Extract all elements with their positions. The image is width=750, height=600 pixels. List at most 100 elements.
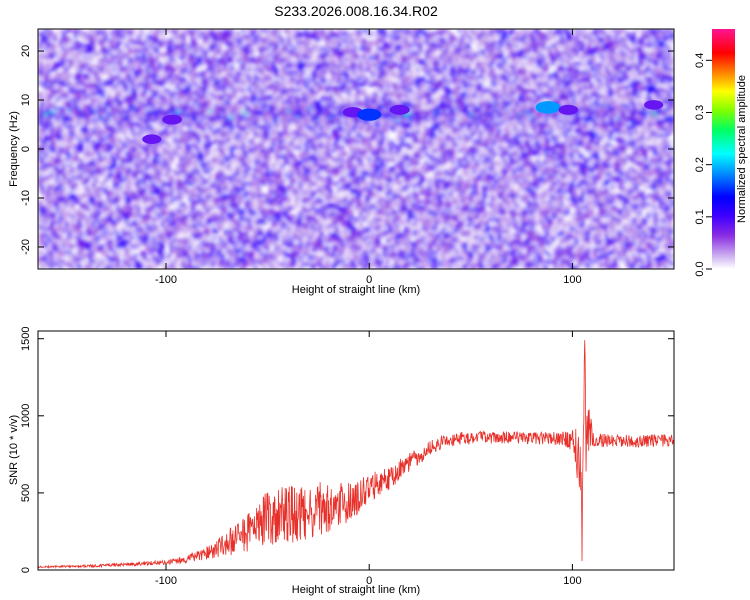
- heatmap-cell: [200, 104, 204, 108]
- heatmap-cell: [50, 80, 54, 84]
- heatmap-cell: [431, 92, 435, 96]
- heatmap-cell: [377, 83, 381, 87]
- heatmap-cell: [383, 107, 387, 111]
- heatmap-cell: [200, 89, 204, 93]
- heatmap-cell: [539, 92, 543, 96]
- heatmap-cell: [365, 41, 369, 45]
- heatmap-cell: [299, 68, 303, 72]
- heatmap-cell: [425, 95, 429, 99]
- heatmap-cell: [140, 98, 144, 102]
- heatmap-cell: [74, 74, 78, 78]
- heatmap-cell: [467, 50, 471, 54]
- heatmap-cell: [137, 104, 141, 108]
- heatmap-cell: [110, 29, 114, 33]
- heatmap-cell: [275, 89, 279, 93]
- heatmap-cell: [197, 35, 201, 39]
- heatmap-cell: [218, 101, 222, 105]
- heatmap-cell: [461, 38, 465, 42]
- heatmap-cell: [401, 62, 405, 66]
- heatmap-cell: [164, 95, 168, 99]
- heatmap-cell: [380, 65, 384, 69]
- heatmap-cell: [350, 116, 354, 120]
- heatmap-cell: [380, 62, 384, 66]
- heatmap-cell: [413, 32, 417, 36]
- heatmap-cell: [347, 116, 351, 120]
- heatmap-cell: [230, 104, 234, 108]
- heatmap-cell: [488, 80, 492, 84]
- heatmap-cell: [56, 32, 60, 36]
- heatmap-cell: [353, 62, 357, 66]
- heatmap-cell: [305, 77, 309, 81]
- heatmap-cell: [599, 89, 603, 93]
- heatmap-cell: [500, 38, 504, 42]
- heatmap-cell: [182, 44, 186, 48]
- heatmap-cell: [224, 50, 228, 54]
- heatmap-cell: [416, 59, 420, 63]
- heatmap-cell: [515, 104, 519, 108]
- heatmap-cell: [599, 65, 603, 69]
- heatmap-cell: [401, 35, 405, 39]
- heatmap-cell: [257, 98, 261, 102]
- heatmap-cell: [620, 38, 624, 42]
- heatmap-cell: [185, 56, 189, 60]
- heatmap-cell: [296, 32, 300, 36]
- heatmap-cell: [533, 92, 537, 96]
- heatmap-cell: [344, 71, 348, 75]
- heatmap-cell: [131, 29, 135, 33]
- heatmap-cell: [50, 77, 54, 81]
- heatmap-cell: [53, 80, 57, 84]
- heatmap-cell: [584, 104, 588, 108]
- heatmap-cell: [263, 107, 267, 111]
- heatmap-cell: [233, 53, 237, 57]
- heatmap-cell: [521, 53, 525, 57]
- heatmap-cell: [257, 59, 261, 63]
- heatmap-cell: [239, 80, 243, 84]
- heatmap-cell: [545, 65, 549, 69]
- heatmap-cell: [617, 29, 621, 33]
- heatmap-cell: [638, 71, 642, 75]
- heatmap-cell: [338, 116, 342, 120]
- heatmap-cell: [47, 101, 51, 105]
- heatmap-cell: [44, 74, 48, 78]
- heatmap-cell: [596, 74, 600, 78]
- heatmap-cell: [308, 62, 312, 66]
- heatmap-cell: [461, 95, 465, 99]
- heatmap-cell: [80, 32, 84, 36]
- heatmap-cell: [146, 74, 150, 78]
- heatmap-cell: [335, 95, 339, 99]
- heatmap-cell: [392, 86, 396, 90]
- heatmap-cell: [524, 68, 528, 72]
- heatmap-cell: [194, 32, 198, 36]
- heatmap-cell: [476, 104, 480, 108]
- heatmap-cell: [407, 47, 411, 51]
- heatmap-cell: [671, 104, 674, 108]
- heatmap-cell: [383, 59, 387, 63]
- heatmap-cell: [536, 35, 540, 39]
- heatmap-cell: [215, 35, 219, 39]
- heatmap-cell: [308, 113, 312, 117]
- heatmap-cell: [527, 47, 531, 51]
- heatmap-cell: [206, 41, 210, 45]
- heatmap-cell: [437, 113, 441, 117]
- heatmap-cell: [272, 41, 276, 45]
- heatmap-cell: [68, 38, 72, 42]
- heatmap-cell: [539, 62, 543, 66]
- heatmap-cell: [656, 65, 660, 69]
- heatmap-cell: [536, 53, 540, 57]
- heatmap-cell: [503, 41, 507, 45]
- heatmap-cell: [341, 65, 345, 69]
- heatmap-cell: [125, 89, 129, 93]
- heatmap-cell: [353, 38, 357, 42]
- heatmap-cell: [461, 59, 465, 63]
- heatmap-cell: [557, 65, 561, 69]
- heatmap-cell: [113, 56, 117, 60]
- heatmap-cell: [149, 86, 153, 90]
- heatmap-cell: [575, 68, 579, 72]
- heatmap-cell: [533, 29, 537, 33]
- heatmap-cell: [452, 110, 456, 114]
- heatmap-cell: [554, 80, 558, 84]
- heatmap-cell: [416, 80, 420, 84]
- heatmap-cell: [452, 74, 456, 78]
- heatmap-cell: [593, 89, 597, 93]
- heatmap-cell: [623, 62, 627, 66]
